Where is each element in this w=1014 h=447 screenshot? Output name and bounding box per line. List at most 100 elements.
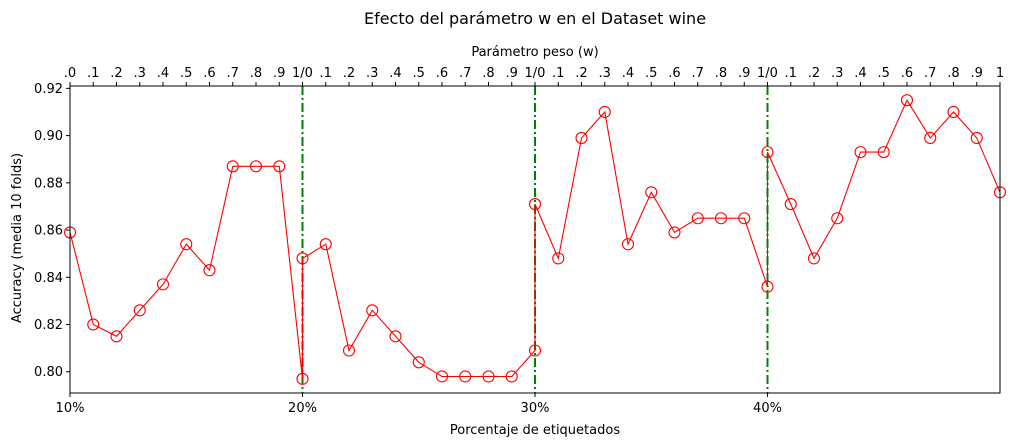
chart-title: Efecto del parámetro w en el Dataset win… [364, 9, 706, 28]
top-tick-label: .9 [971, 66, 983, 81]
top-tick-label: .7 [692, 66, 704, 81]
data-point [133, 304, 146, 317]
top-tick-label: .5 [413, 66, 425, 81]
data-point [924, 131, 937, 145]
data-point [552, 252, 565, 265]
data-point [714, 212, 728, 225]
data-point [412, 356, 425, 369]
top-tick-label: .1 [87, 66, 99, 81]
data-point [203, 264, 216, 277]
data-point [970, 131, 983, 145]
y-tick-label: 0.82 [34, 318, 63, 333]
plot-frame [69, 85, 1001, 394]
top-tick-label: .8 [947, 66, 959, 81]
data-point [807, 252, 821, 265]
data-point [342, 344, 356, 357]
data-point [319, 238, 332, 251]
top-axis-label: Parámetro peso (w) [471, 45, 598, 60]
top-tick-label: .7 [459, 66, 471, 81]
top-tick-label: .2 [110, 66, 122, 81]
y-tick-label: 0.92 [34, 82, 63, 97]
y-axis-label: Accuracy (media 10 folds) [10, 153, 25, 323]
top-tick-label: .6 [436, 66, 448, 81]
top-tick-label: .6 [901, 66, 913, 81]
series-line [69, 99, 1001, 379]
y-tick-label: 0.88 [34, 176, 63, 191]
top-tick-label: 1/0 [292, 66, 313, 81]
top-tick-label: 1/0 [757, 66, 778, 81]
x-tick-label: 20% [288, 401, 317, 416]
top-tick-label: .8 [715, 66, 727, 81]
data-point [296, 252, 309, 265]
data-point [505, 370, 518, 383]
data-point [273, 160, 286, 173]
data-point [947, 105, 960, 119]
x-tick-label: 40% [753, 401, 782, 416]
data-point [110, 330, 123, 343]
top-tick-label: .3 [831, 66, 843, 81]
y-tick-label: 0.84 [34, 271, 63, 286]
data-point [389, 330, 402, 343]
top-tick-label: .8 [250, 66, 262, 81]
data-point [761, 280, 774, 293]
top-tick-label: .1 [785, 66, 797, 81]
top-tick-label: .8 [482, 66, 494, 81]
top-tick-label: .4 [389, 66, 401, 81]
y-tick-label: 0.86 [34, 224, 63, 239]
top-tick-label: 1 [996, 66, 1004, 81]
data-point [528, 344, 542, 357]
top-tick-label: .3 [599, 66, 611, 81]
data-point [854, 146, 867, 159]
data-point [528, 198, 542, 211]
y-tick-label: 0.80 [34, 365, 63, 380]
data-point [459, 370, 472, 383]
top-tick-label: .3 [134, 66, 146, 81]
top-tick-label: .9 [506, 66, 518, 81]
data-point [180, 238, 193, 251]
top-tick-label: .1 [320, 66, 332, 81]
top-tick-label: .2 [343, 66, 355, 81]
x-tick-label: 30% [521, 401, 550, 416]
data-point [645, 186, 658, 199]
data-point [691, 212, 704, 225]
data-point [226, 160, 239, 173]
top-tick-label: .5 [878, 66, 890, 81]
top-tick-label: .2 [575, 66, 587, 81]
top-tick-label: .5 [645, 66, 657, 81]
top-tick-label: .2 [808, 66, 820, 81]
data-point [668, 226, 681, 239]
top-tick-label: .6 [668, 66, 680, 81]
data-point [877, 146, 890, 159]
top-tick-label: .7 [924, 66, 936, 81]
data-point [621, 238, 635, 251]
data-point [87, 318, 100, 331]
data-point [249, 160, 263, 173]
y-tick-label: 0.90 [34, 129, 63, 144]
data-point [296, 372, 309, 385]
top-tick-label: .7 [227, 66, 239, 81]
data-point [435, 370, 449, 383]
data-point [156, 278, 170, 291]
data-point [831, 212, 844, 225]
data-point [575, 131, 588, 145]
top-tick-label: .9 [273, 66, 285, 81]
top-tick-label: .4 [622, 66, 634, 81]
data-point [482, 370, 495, 383]
data-point [761, 146, 774, 159]
top-tick-label: .1 [552, 66, 564, 81]
top-tick-label: .5 [180, 66, 192, 81]
top-tick-label: .0 [64, 66, 76, 81]
x-tick-label: 10% [56, 401, 85, 416]
data-point [900, 94, 914, 107]
data-point [598, 105, 611, 119]
x-axis-label: Porcentaje de etiquetados [450, 423, 620, 438]
top-tick-label: .9 [738, 66, 750, 81]
data-point [784, 198, 797, 211]
top-tick-label: .4 [854, 66, 866, 81]
top-tick-label: .3 [366, 66, 378, 81]
top-tick-label: 1/0 [525, 66, 546, 81]
top-tick-label: .6 [203, 66, 215, 81]
top-tick-label: .4 [157, 66, 169, 81]
data-point [366, 304, 379, 317]
